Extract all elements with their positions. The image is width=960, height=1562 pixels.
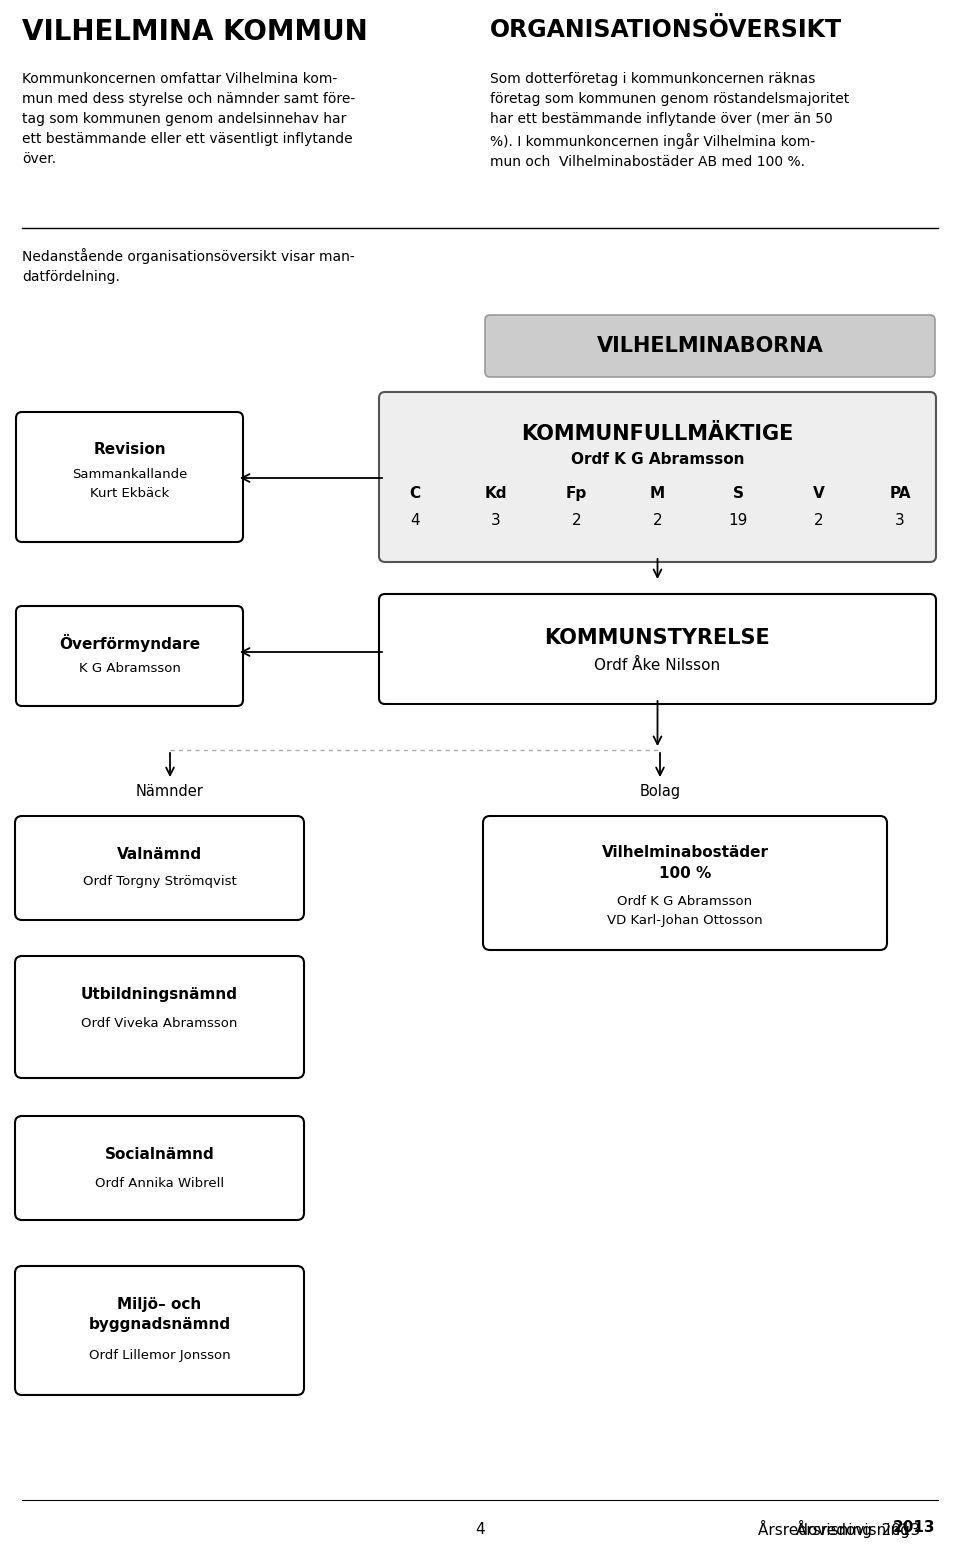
Text: C: C [409,486,420,501]
Text: VILHELMINA KOMMUN: VILHELMINA KOMMUN [22,19,368,45]
Text: Miljö– och
byggnadsnämnd: Miljö– och byggnadsnämnd [88,1296,230,1332]
Text: Ordf K G Abramsson
VD Karl-Johan Ottosson: Ordf K G Abramsson VD Karl-Johan Ottosso… [607,895,763,926]
Text: Kd: Kd [485,486,507,501]
Text: Nedanstående organisationsöversikt visar man-
datfördelning.: Nedanstående organisationsöversikt visar… [22,248,355,284]
Text: 3: 3 [895,512,905,528]
Text: 2: 2 [653,512,662,528]
Text: 19: 19 [729,512,748,528]
Text: Vilhelminabostäder
100 %: Vilhelminabostäder 100 % [602,845,769,881]
Text: 2: 2 [814,512,824,528]
FancyBboxPatch shape [15,815,304,920]
Text: Revision: Revision [93,442,166,458]
Text: Som dotterföretag i kommunkoncernen räknas
företag som kommunen genom röstandels: Som dotterföretag i kommunkoncernen räkn… [490,72,850,169]
FancyBboxPatch shape [379,594,936,704]
FancyBboxPatch shape [16,412,243,542]
Text: Ordf Lillemor Jonsson: Ordf Lillemor Jonsson [88,1350,230,1362]
Text: PA: PA [889,486,911,501]
Text: Ordf Viveka Abramsson: Ordf Viveka Abramsson [82,1017,238,1029]
Text: Årsredovisning: Årsredovisning [797,1520,920,1539]
FancyBboxPatch shape [485,316,935,376]
Text: Fp: Fp [566,486,588,501]
Text: 3: 3 [491,512,501,528]
Text: Ordf Annika Wibrell: Ordf Annika Wibrell [95,1178,224,1190]
Text: 2: 2 [572,512,582,528]
Text: M: M [650,486,665,501]
Text: ORGANISATIONSÖVERSIKT: ORGANISATIONSÖVERSIKT [490,19,842,42]
Text: 2013: 2013 [893,1520,935,1535]
Text: Bolag: Bolag [639,784,681,800]
FancyBboxPatch shape [16,606,243,706]
FancyBboxPatch shape [15,1115,304,1220]
Text: VILHELMINABORNA: VILHELMINABORNA [596,336,824,356]
Text: 4: 4 [475,1521,485,1537]
Text: Valnämnd: Valnämnd [117,847,202,862]
Text: Överförmyndare: Överförmyndare [59,634,200,651]
Text: K G Abramsson: K G Abramsson [79,662,180,675]
Text: Kommunkoncernen omfattar Vilhelmina kom-
mun med dess styrelse och nämnder samt : Kommunkoncernen omfattar Vilhelmina kom-… [22,72,355,166]
FancyBboxPatch shape [483,815,887,950]
Text: S: S [732,486,744,501]
Text: V: V [813,486,825,501]
Text: Utbildningsnämnd: Utbildningsnämnd [81,987,238,1001]
Text: Ordf K G Abramsson: Ordf K G Abramsson [571,451,744,467]
FancyBboxPatch shape [15,1265,304,1395]
Text: Socialnämnd: Socialnämnd [105,1147,214,1162]
Text: KOMMUNFULLMÄKTIGE: KOMMUNFULLMÄKTIGE [521,423,794,444]
Text: Årsredovisning  2013: Årsredovisning 2013 [757,1520,920,1539]
FancyBboxPatch shape [15,956,304,1078]
Text: Sammankallande
Kurt Ekbäck: Sammankallande Kurt Ekbäck [72,469,187,500]
FancyBboxPatch shape [379,392,936,562]
Text: Ordf Åke Nilsson: Ordf Åke Nilsson [594,658,721,673]
Text: Ordf Torgny Strömqvist: Ordf Torgny Strömqvist [83,875,236,889]
Text: Nämnder: Nämnder [136,784,204,800]
Text: KOMMUNSTYRELSE: KOMMUNSTYRELSE [544,628,770,648]
Text: 4: 4 [410,512,420,528]
